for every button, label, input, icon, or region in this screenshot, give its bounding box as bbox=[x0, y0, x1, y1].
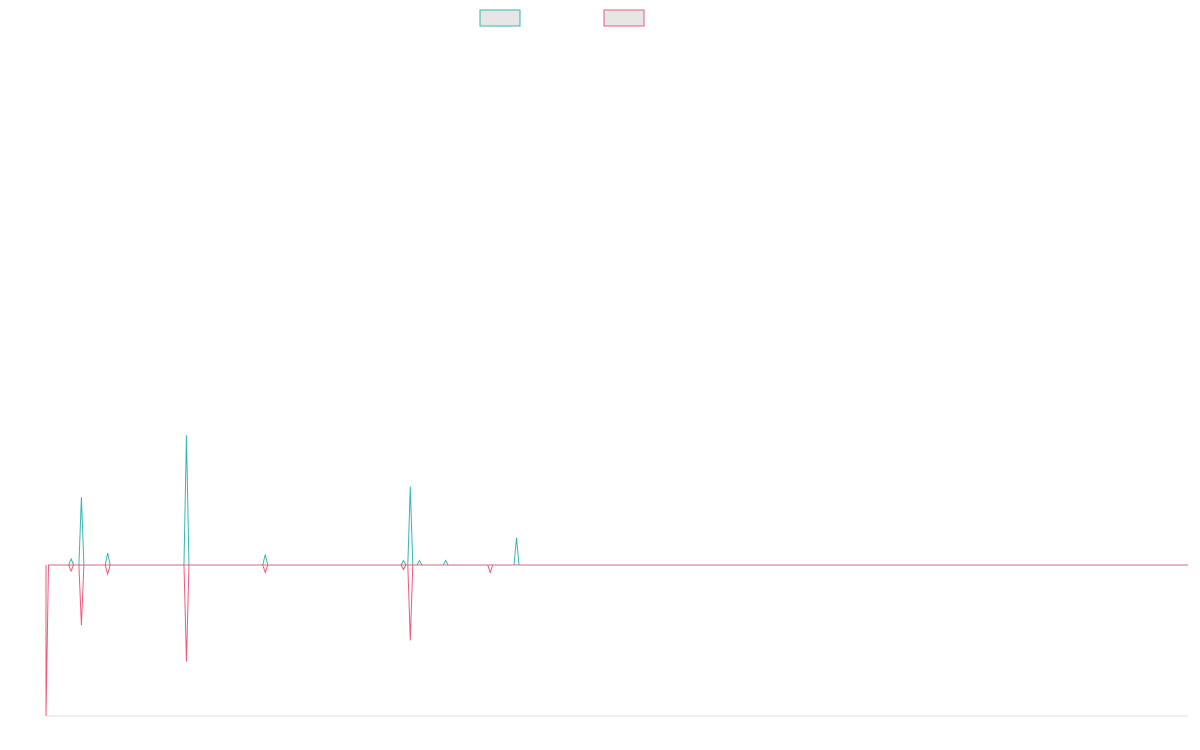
series-0-spike-2 bbox=[104, 552, 111, 566]
series-1-spike-1 bbox=[68, 564, 75, 573]
series-0-spike-9 bbox=[513, 537, 520, 566]
series-0-spike-4 bbox=[262, 554, 269, 566]
series-1-spike-8 bbox=[487, 564, 494, 575]
series-1-spike-3 bbox=[104, 564, 111, 576]
series-0-spike-3 bbox=[183, 435, 190, 566]
series-1-spike-7 bbox=[407, 564, 414, 641]
series-0-spike-1 bbox=[78, 497, 85, 566]
legend-swatch-series-1 bbox=[603, 9, 645, 27]
series-0-spike-8 bbox=[442, 559, 449, 566]
series-1-spike-5 bbox=[262, 564, 269, 575]
series-1-spike-6 bbox=[400, 564, 407, 571]
legend-swatch-series-0 bbox=[479, 9, 521, 27]
series-1-spike-0 bbox=[45, 564, 49, 717]
series-1-spike-2 bbox=[78, 564, 85, 626]
series-0-spike-0 bbox=[68, 557, 75, 566]
series-0-spike-7 bbox=[416, 559, 423, 566]
series-0-spike-6 bbox=[407, 486, 414, 566]
series-1-spike-4 bbox=[183, 564, 190, 662]
series-0-spike-5 bbox=[400, 559, 407, 566]
